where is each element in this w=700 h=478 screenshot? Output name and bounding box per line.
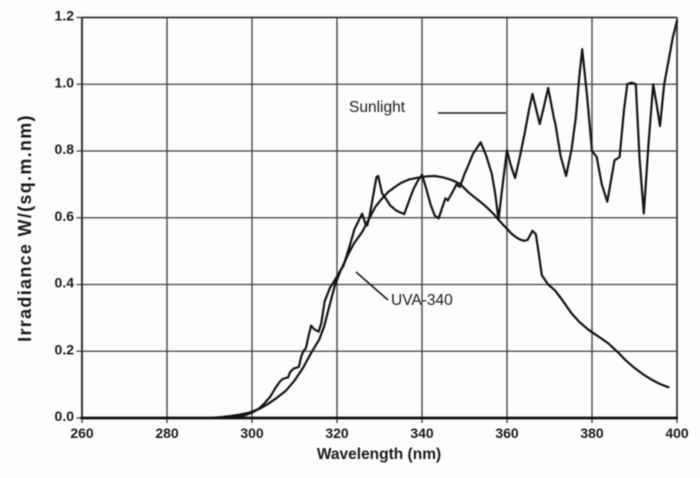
- svg-text:Wavelength (nm): Wavelength (nm): [317, 446, 441, 463]
- svg-text:UVA-340: UVA-340: [391, 292, 453, 309]
- svg-text:0.6: 0.6: [55, 208, 75, 224]
- svg-text:Sunlight: Sunlight: [349, 99, 406, 116]
- svg-text:0.4: 0.4: [55, 275, 75, 291]
- svg-text:0.2: 0.2: [55, 342, 75, 358]
- svg-text:400: 400: [665, 425, 689, 441]
- svg-text:280: 280: [155, 425, 179, 441]
- svg-text:380: 380: [580, 425, 604, 441]
- svg-text:260: 260: [70, 425, 94, 441]
- svg-text:Irradiance W/(sq.m.nm): Irradiance W/(sq.m.nm): [15, 114, 35, 342]
- svg-text:0.8: 0.8: [55, 141, 75, 157]
- svg-text:320: 320: [325, 425, 349, 441]
- svg-text:300: 300: [240, 425, 264, 441]
- svg-text:0.0: 0.0: [55, 408, 75, 424]
- svg-text:340: 340: [410, 425, 434, 441]
- svg-text:1.2: 1.2: [55, 8, 75, 24]
- svg-text:360: 360: [495, 425, 519, 441]
- svg-text:1.0: 1.0: [55, 75, 75, 91]
